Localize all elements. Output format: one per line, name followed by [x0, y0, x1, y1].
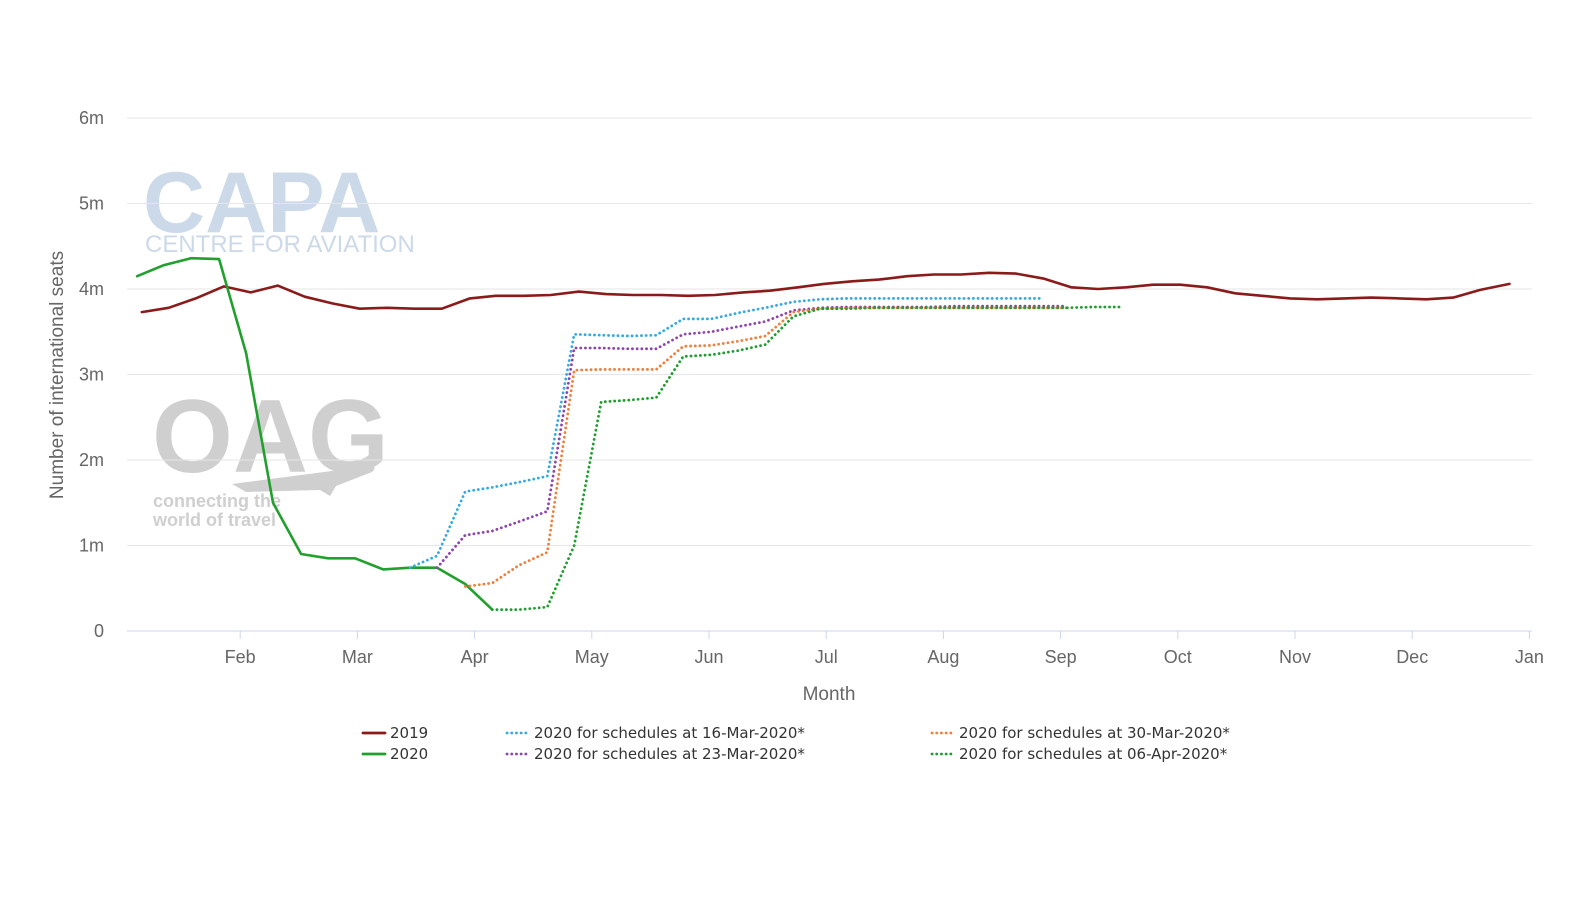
legend-label: 2020 [390, 745, 428, 763]
x-tick-label: Oct [1164, 647, 1192, 667]
x-tick-label: Jun [694, 647, 723, 667]
plane-icon [232, 466, 375, 496]
x-axis: Feb Mar Apr May Jun Jul Aug Sep Oct Nov Dec Jan [225, 631, 1544, 667]
x-tick-label: Mar [342, 647, 373, 667]
y-tick-label: 1m [79, 536, 104, 556]
y-axis-title: Number of international seats [47, 251, 68, 499]
x-axis-title: Month [803, 684, 856, 705]
oag-watermark: OAG connecting the world of travel [152, 379, 389, 530]
x-tick-label: May [575, 647, 609, 667]
legend-item[interactable]: 2020 for schedules at 30-Mar-2020* [930, 724, 1230, 742]
grid-lines [127, 117, 1532, 632]
legend-label: 2020 for schedules at 16-Mar-2020* [534, 724, 805, 742]
series-line-5[interactable] [490, 305, 1123, 611]
capa-tagline: CENTRE FOR AVIATION [145, 231, 415, 258]
y-tick-label: 6m [79, 108, 104, 128]
y-axis: 0 1m 2m 3m 4m 5m 6m [79, 108, 104, 641]
legend-item[interactable]: 2020 for schedules at 16-Mar-2020* [505, 724, 805, 742]
series-line-0[interactable] [140, 271, 1511, 314]
oag-tagline-line1: connecting the [153, 491, 281, 511]
series-line-2[interactable] [408, 296, 1041, 570]
legend[interactable]: 2019 2020 2020 for schedules at 16-Mar-202… [361, 724, 1230, 763]
legend-item[interactable]: 2020 for schedules at 23-Mar-2020* [505, 745, 805, 763]
x-tick-label: Dec [1396, 647, 1428, 667]
y-tick-label: 5m [79, 194, 104, 214]
x-tick-label: Jul [815, 647, 838, 667]
x-tick-label: Nov [1279, 647, 1311, 667]
legend-item[interactable]: 2019 [361, 724, 428, 742]
x-tick-label: Apr [461, 647, 489, 667]
x-tick-label: Feb [225, 647, 256, 667]
x-tick-label: Sep [1045, 647, 1077, 667]
series-line-1[interactable] [135, 256, 494, 611]
legend-label: 2020 for schedules at 30-Mar-2020* [959, 724, 1230, 742]
legend-item[interactable]: 2020 [361, 745, 428, 763]
y-tick-label: 4m [79, 279, 104, 299]
legend-label: 2019 [390, 724, 428, 742]
series-line-3[interactable] [435, 304, 1068, 570]
oag-tagline-line2: world of travel [152, 510, 276, 530]
legend-label: 2020 for schedules at 06-Apr-2020* [959, 745, 1228, 763]
y-tick-label: 2m [79, 450, 104, 470]
series-line-4[interactable] [463, 306, 1068, 588]
legend-item[interactable]: 2020 for schedules at 06-Apr-2020* [930, 745, 1228, 763]
legend-label: 2020 for schedules at 23-Mar-2020* [534, 745, 805, 763]
x-tick-label: Aug [927, 647, 959, 667]
series-layer [135, 256, 1511, 611]
capa-watermark: CAPA CENTRE FOR AVIATION [143, 155, 415, 258]
x-tick-label: Jan [1515, 647, 1544, 667]
y-tick-label: 0 [94, 621, 104, 641]
y-tick-label: 3m [79, 365, 104, 385]
